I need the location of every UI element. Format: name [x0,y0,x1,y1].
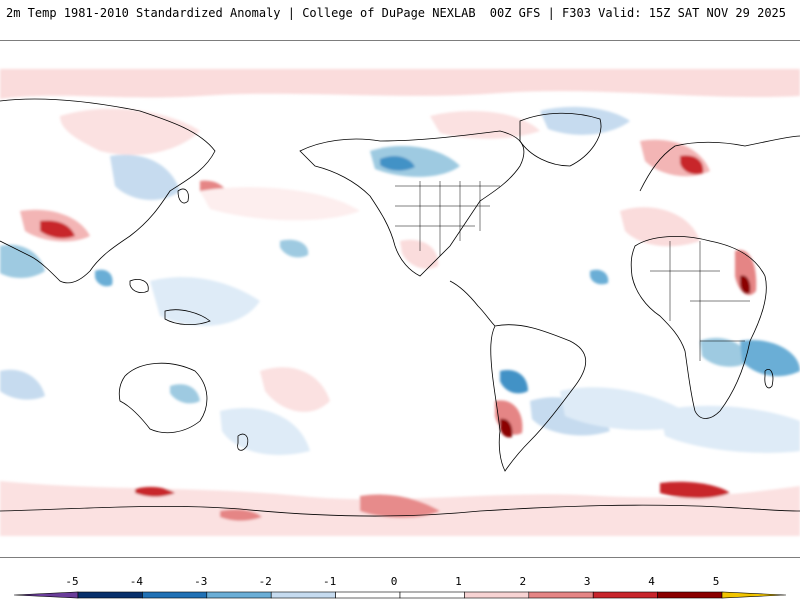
colorbar-min-arrow [13,591,79,599]
map-canvas [0,41,800,557]
colorbar-segment [528,591,594,599]
colorbar-segment [399,591,465,599]
colorbar-segment [206,591,272,599]
colorbar-segment [335,591,401,599]
coastlines [0,98,800,517]
model-run-valid-time: 00Z GFS | F303 Valid: 15Z SAT NOV 29 202… [489,6,786,20]
colorbar-segment [270,591,336,599]
colorbar-segment [464,591,530,599]
colorbar-tick-label: 3 [584,575,591,588]
colorbar-tick-label: 1 [455,575,462,588]
colorbar-segment [77,591,143,599]
colorbar-tick-label: -2 [259,575,272,588]
colorbar-tick-label: 5 [713,575,720,588]
colorbar-tick-label: -3 [194,575,207,588]
anomaly-shading [0,69,800,536]
colorbar-tick-label: 4 [648,575,655,588]
colorbar-segment [657,591,723,599]
colorbar-segment [592,591,658,599]
colorbar-tick-label: -5 [65,575,78,588]
colorbar-max-arrow [721,591,787,599]
colorbar-tick-label: -4 [130,575,144,588]
colorbar-tick-label: 2 [519,575,526,588]
colorbar-tick-label: 0 [391,575,398,588]
anomaly-map[interactable] [0,40,800,558]
colorbar-segment [142,591,208,599]
map-title: 2m Temp 1981-2010 Standardized Anomaly |… [6,6,476,20]
colorbar-legend: -5 -4 -3 -2 -1 0 1 2 3 4 5 [0,570,800,600]
colorbar-tick-label: -1 [323,575,336,588]
colorbar-scale: -5 -4 -3 -2 -1 0 1 2 3 4 5 [13,575,787,599]
